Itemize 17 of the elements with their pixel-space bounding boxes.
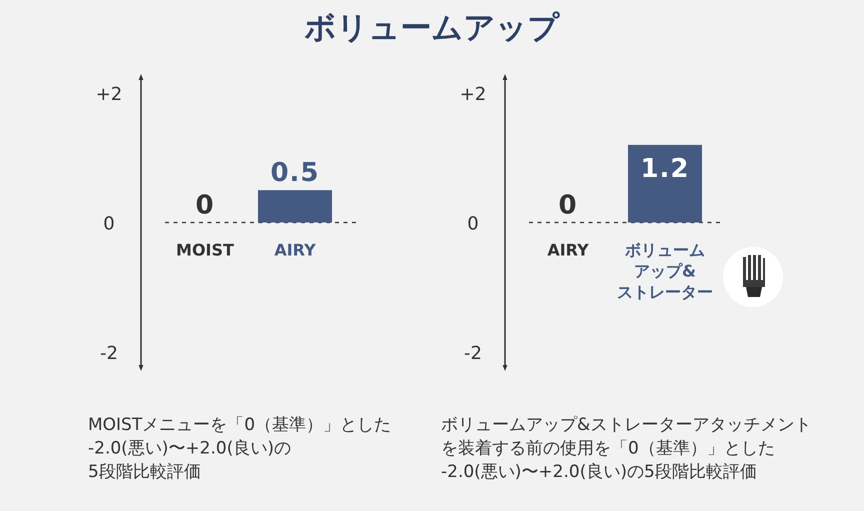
y-tick-label: 0 <box>467 214 479 234</box>
x-tick-label: MOIST <box>176 240 234 260</box>
y-tick-label: -2 <box>100 342 118 364</box>
x-tick-label: AIRY <box>274 240 316 260</box>
data-label: 0.5 <box>270 158 320 188</box>
y-tick-label: +2 <box>96 84 122 106</box>
text: ボリュームアップ&ストレーターアタッチメントを装着する前の使用を「0（基準）」とした-2.0(悪い)〜+2.0(良い)の5段階比較評価 <box>441 415 812 482</box>
data-label: 1.2 <box>640 154 690 184</box>
y-tick-label: 0 <box>103 214 115 234</box>
y-tick-label: +2 <box>460 84 486 106</box>
x-tick-label: AIRY <box>547 240 590 260</box>
text: ボリュームアップ <box>304 10 560 46</box>
data-label: 0 <box>195 190 215 220</box>
x-tick-label: ボリュームアップ&ストレーター <box>617 240 713 302</box>
data-label: 0 <box>558 190 578 220</box>
text: MOISTメニューを「0（基準）」とした-2.0(悪い)〜+2.0(良い)の5段階比較評価 <box>88 415 392 482</box>
y-tick-label: -2 <box>464 342 482 364</box>
